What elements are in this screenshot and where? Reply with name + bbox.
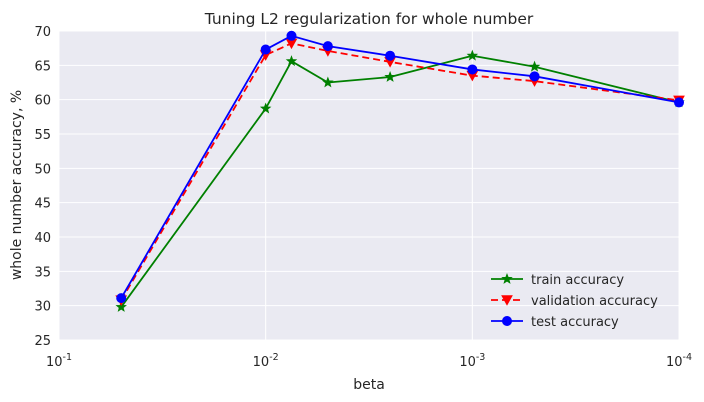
legend: train accuracy validation accuracy test ac…	[491, 272, 658, 330]
legend-label: test accuracy	[531, 315, 619, 330]
x-tick-label: 10-4	[666, 352, 692, 370]
plot-area	[59, 31, 679, 340]
data-point	[260, 44, 271, 55]
grid	[58, 30, 680, 341]
y-ticks: 25 30 35 40 45 50 55 60 65 70	[34, 25, 51, 349]
y-tick-label: 50	[34, 162, 51, 177]
data-point	[502, 316, 512, 326]
data-point	[322, 76, 334, 88]
y-tick-label: 65	[34, 59, 51, 74]
series-train-accuracy	[115, 49, 685, 312]
y-tick-label: 40	[34, 231, 51, 246]
legend-item: train accuracy	[491, 272, 624, 288]
series-layer	[115, 30, 685, 312]
data-point	[285, 55, 298, 67]
y-axis-label: whole number accuracy, %	[9, 90, 25, 280]
data-point	[115, 300, 127, 312]
data-point	[529, 71, 540, 82]
data-point	[385, 50, 396, 61]
data-point	[501, 272, 513, 284]
y-tick-label: 55	[34, 128, 51, 143]
y-tick-label: 30	[34, 300, 51, 315]
data-point	[322, 41, 333, 52]
data-point	[674, 97, 684, 108]
x-axis-label: beta	[353, 377, 385, 393]
legend-item: validation accuracy	[491, 294, 658, 309]
y-tick-label: 35	[34, 265, 51, 280]
series-line	[120, 42, 680, 301]
data-point	[467, 64, 478, 75]
series-test-accuracy	[116, 30, 684, 304]
y-tick-label: 60	[34, 94, 51, 109]
chart-title: Tuning L2 regularization for whole numbe…	[204, 10, 534, 28]
legend-label: validation accuracy	[531, 294, 658, 309]
x-tick-label: 10-1	[46, 352, 72, 370]
legend-label: train accuracy	[531, 273, 624, 288]
data-point	[286, 30, 297, 41]
data-point	[384, 70, 396, 82]
y-tick-label: 25	[34, 334, 51, 349]
data-point	[116, 293, 127, 304]
x-tick-label: 10-3	[459, 352, 485, 370]
x-tick-label: 10-2	[253, 352, 279, 370]
data-point	[528, 60, 541, 72]
data-point	[501, 295, 513, 306]
y-tick-label: 70	[34, 25, 51, 40]
series-line	[120, 54, 680, 308]
data-point	[466, 49, 479, 61]
x-ticks: 10-1 10-2 10-3 10-4	[46, 352, 692, 370]
data-point	[259, 102, 272, 114]
y-tick-label: 45	[34, 197, 51, 212]
legend-item: test accuracy	[491, 315, 619, 330]
